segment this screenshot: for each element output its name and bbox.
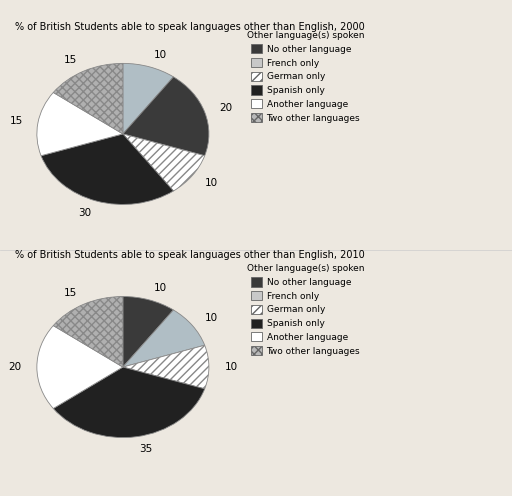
Wedge shape <box>41 134 174 204</box>
Legend: No other language, French only, German only, Spanish only, Another language, Two: No other language, French only, German o… <box>245 29 366 124</box>
Wedge shape <box>123 297 174 367</box>
Wedge shape <box>123 345 209 389</box>
Wedge shape <box>123 134 205 191</box>
Text: 15: 15 <box>63 55 77 65</box>
Text: 10: 10 <box>205 313 218 323</box>
Wedge shape <box>123 63 174 134</box>
Wedge shape <box>53 297 123 367</box>
Text: 15: 15 <box>9 116 23 126</box>
Wedge shape <box>53 367 205 437</box>
Text: 10: 10 <box>154 50 167 60</box>
Wedge shape <box>123 310 205 367</box>
Text: 30: 30 <box>78 208 92 218</box>
Text: 10: 10 <box>205 178 218 188</box>
Wedge shape <box>37 325 123 409</box>
Wedge shape <box>123 77 209 156</box>
Legend: No other language, French only, German only, Spanish only, Another language, Two: No other language, French only, German o… <box>245 262 366 358</box>
Text: 10: 10 <box>154 283 167 293</box>
Text: 20: 20 <box>220 103 232 113</box>
Wedge shape <box>37 92 123 156</box>
Text: % of British Students able to speak languages other than English, 2000: % of British Students able to speak lang… <box>15 22 365 32</box>
Text: 20: 20 <box>8 362 22 372</box>
Wedge shape <box>53 63 123 134</box>
Text: % of British Students able to speak languages other than English, 2010: % of British Students able to speak lang… <box>15 250 365 260</box>
Text: 10: 10 <box>224 362 238 372</box>
Text: 35: 35 <box>139 444 152 454</box>
Text: 15: 15 <box>63 288 77 298</box>
